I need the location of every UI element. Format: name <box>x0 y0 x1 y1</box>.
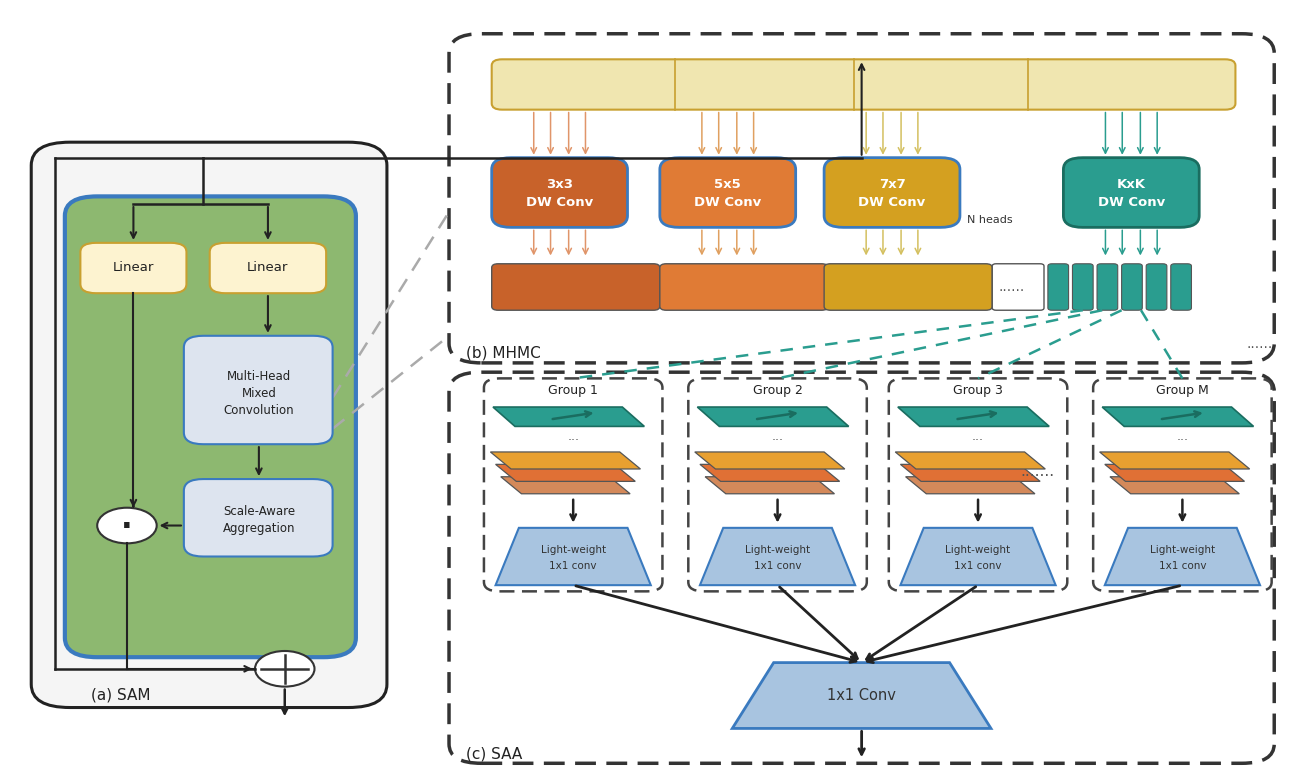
FancyBboxPatch shape <box>1170 264 1191 310</box>
Polygon shape <box>500 477 630 494</box>
FancyBboxPatch shape <box>492 264 660 310</box>
FancyBboxPatch shape <box>660 158 796 227</box>
FancyBboxPatch shape <box>492 59 1235 110</box>
Text: Scale-Aware: Scale-Aware <box>223 505 295 518</box>
FancyBboxPatch shape <box>184 335 333 445</box>
FancyBboxPatch shape <box>1073 264 1094 310</box>
FancyBboxPatch shape <box>449 34 1274 363</box>
Text: 5x5: 5x5 <box>714 179 742 191</box>
Text: Light-weight: Light-weight <box>540 545 605 555</box>
Text: Aggregation: Aggregation <box>222 522 295 535</box>
Text: Group 1: Group 1 <box>548 384 598 396</box>
Text: 1x1 conv: 1x1 conv <box>549 561 598 571</box>
Polygon shape <box>898 407 1050 427</box>
Text: ......: ...... <box>1247 336 1273 350</box>
Polygon shape <box>900 464 1040 481</box>
Text: Light-weight: Light-weight <box>746 545 811 555</box>
Text: Light-weight: Light-weight <box>946 545 1011 555</box>
Text: (a) SAM: (a) SAM <box>91 688 151 703</box>
Text: ...: ... <box>1177 430 1189 443</box>
Polygon shape <box>705 477 834 494</box>
Text: ...: ... <box>972 430 985 443</box>
FancyBboxPatch shape <box>824 158 960 227</box>
Polygon shape <box>1109 477 1239 494</box>
FancyBboxPatch shape <box>31 142 387 707</box>
FancyBboxPatch shape <box>184 479 333 556</box>
Text: .......: ....... <box>1021 464 1055 479</box>
FancyBboxPatch shape <box>1048 264 1069 310</box>
FancyBboxPatch shape <box>81 243 187 293</box>
FancyBboxPatch shape <box>209 243 326 293</box>
Polygon shape <box>895 452 1046 469</box>
Polygon shape <box>1104 528 1260 585</box>
Polygon shape <box>1103 407 1254 427</box>
FancyBboxPatch shape <box>492 158 627 227</box>
Text: ·: · <box>121 512 132 541</box>
Polygon shape <box>494 407 644 427</box>
FancyBboxPatch shape <box>824 264 992 310</box>
Text: Multi-Head: Multi-Head <box>227 370 291 382</box>
Text: DW Conv: DW Conv <box>1098 196 1165 209</box>
FancyBboxPatch shape <box>660 264 827 310</box>
FancyBboxPatch shape <box>889 378 1068 591</box>
Text: Mixed: Mixed <box>242 387 277 399</box>
Circle shape <box>97 508 157 544</box>
FancyBboxPatch shape <box>449 372 1274 764</box>
FancyBboxPatch shape <box>992 264 1044 310</box>
FancyBboxPatch shape <box>485 378 662 591</box>
Text: DW Conv: DW Conv <box>694 196 761 209</box>
Text: N heads: N heads <box>966 215 1012 225</box>
Text: DW Conv: DW Conv <box>526 196 594 209</box>
Text: Group 3: Group 3 <box>953 384 1003 396</box>
Text: (c) SAA: (c) SAA <box>466 746 522 761</box>
Text: ......: ...... <box>999 280 1025 294</box>
FancyBboxPatch shape <box>1064 158 1199 227</box>
FancyBboxPatch shape <box>1098 264 1117 310</box>
Text: Group 2: Group 2 <box>752 384 803 396</box>
Polygon shape <box>733 662 991 729</box>
Text: 1x1 conv: 1x1 conv <box>753 561 801 571</box>
Text: 1x1 Conv: 1x1 Conv <box>827 688 896 703</box>
Text: 1x1 conv: 1x1 conv <box>955 561 1002 571</box>
Text: ...: ... <box>772 430 783 443</box>
Text: 3x3: 3x3 <box>546 179 573 191</box>
Text: 1x1 conv: 1x1 conv <box>1159 561 1207 571</box>
Text: ...: ... <box>568 430 579 443</box>
Text: (b) MHMC: (b) MHMC <box>466 346 540 360</box>
FancyBboxPatch shape <box>1146 264 1167 310</box>
Polygon shape <box>491 452 640 469</box>
Circle shape <box>255 651 314 686</box>
Polygon shape <box>695 452 844 469</box>
FancyBboxPatch shape <box>1121 264 1142 310</box>
FancyBboxPatch shape <box>1094 378 1272 591</box>
Polygon shape <box>700 464 839 481</box>
Polygon shape <box>700 528 855 585</box>
Text: DW Conv: DW Conv <box>859 196 926 209</box>
Polygon shape <box>905 477 1035 494</box>
FancyBboxPatch shape <box>65 197 356 658</box>
Polygon shape <box>496 528 651 585</box>
Polygon shape <box>496 464 635 481</box>
Text: 7x7: 7x7 <box>878 179 905 191</box>
Polygon shape <box>698 407 848 427</box>
Text: KxK: KxK <box>1117 179 1146 191</box>
Text: Convolution: Convolution <box>223 403 294 417</box>
Polygon shape <box>1100 452 1250 469</box>
Text: Linear: Linear <box>113 261 155 274</box>
Text: Group M: Group M <box>1156 384 1209 396</box>
FancyBboxPatch shape <box>688 378 866 591</box>
Polygon shape <box>900 528 1056 585</box>
Polygon shape <box>1104 464 1244 481</box>
Text: Light-weight: Light-weight <box>1150 545 1215 555</box>
Text: Linear: Linear <box>247 261 288 274</box>
